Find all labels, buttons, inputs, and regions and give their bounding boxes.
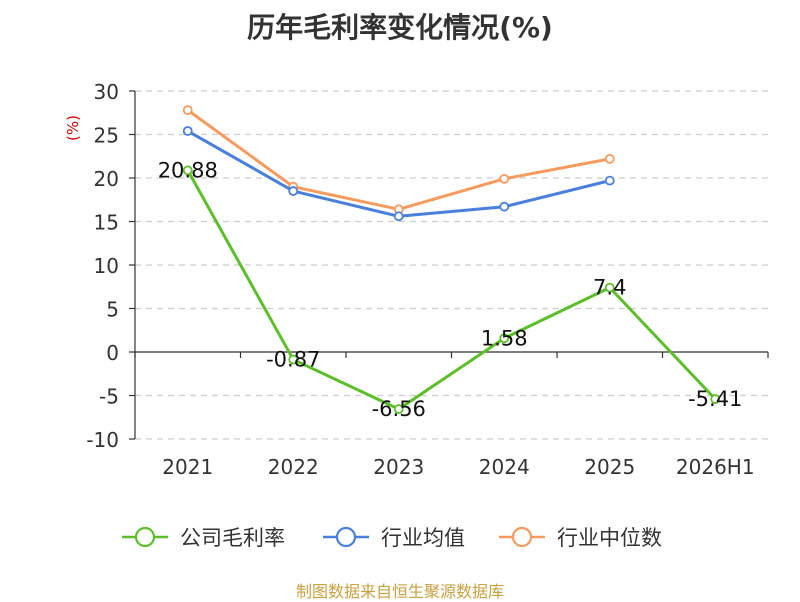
y-tick-label: 30: [94, 80, 119, 104]
axes: 30 25 20 15 10 5 0 -5 -10 2021 2022 2023 2024 2025 202…: [86, 80, 769, 479]
x-tick-label: 2023: [373, 455, 424, 479]
x-tick-label: 2026H1: [676, 455, 755, 479]
data-label: -5.41: [688, 387, 742, 411]
series-line: [186, 108, 611, 211]
data-point: [393, 404, 404, 414]
data-point: [288, 186, 299, 196]
legend-label: 行业中位数: [557, 526, 662, 550]
data-labels: 20.88 -0.87 -6.56 1.58 7.4 -5.41: [158, 158, 743, 421]
x-tick-label: 2025: [584, 455, 635, 479]
y-axis-label: (%): [64, 115, 82, 141]
data-label: 20.88: [158, 158, 218, 182]
legend-label: 公司毛利率: [180, 526, 285, 550]
x-tick-label: 2022: [268, 455, 319, 479]
data-point: [604, 282, 615, 293]
series-line: [186, 169, 717, 411]
data-point: [182, 105, 193, 116]
y-tick-label: 20: [94, 167, 119, 191]
y-tick-label: 5: [106, 298, 119, 322]
data-point: [393, 211, 404, 222]
data-point: [710, 394, 721, 404]
legend-marker: [335, 526, 357, 548]
data-point: [182, 165, 193, 176]
data-point: [499, 201, 510, 212]
x-tick-label: 2024: [479, 455, 530, 479]
data-point: [604, 153, 615, 164]
data-point: [182, 126, 193, 136]
y-tick-label: -5: [99, 385, 119, 409]
data-point: [604, 175, 615, 186]
y-tick-label: 0: [106, 341, 119, 365]
data-point: [499, 333, 510, 344]
legend-marker: [134, 526, 156, 548]
data-label: -6.56: [372, 397, 426, 421]
y-tick-label: 25: [94, 124, 119, 148]
y-tick-label: 10: [94, 254, 119, 278]
data-label: -0.87: [266, 348, 320, 372]
data-label: 7.4: [593, 276, 626, 300]
data-label: 1.58: [481, 326, 528, 350]
data-point: [288, 354, 299, 365]
series-line: [187, 129, 611, 218]
y-tick-label: -10: [86, 428, 119, 452]
source-footer: 制图数据来自恒生聚源数据库: [295, 582, 504, 601]
chart-title: 历年毛利率变化情况(%): [247, 11, 553, 44]
x-tick-label: 2021: [162, 455, 213, 479]
y-tick-label: 15: [94, 211, 119, 235]
legend-label: 行业均值: [381, 526, 465, 550]
legend: 公司毛利率 行业均值 行业中位数: [122, 526, 662, 550]
data-point: [499, 173, 510, 184]
legend-marker: [511, 526, 533, 548]
series-lines: [182, 105, 721, 414]
grid-lines: [135, 90, 768, 440]
